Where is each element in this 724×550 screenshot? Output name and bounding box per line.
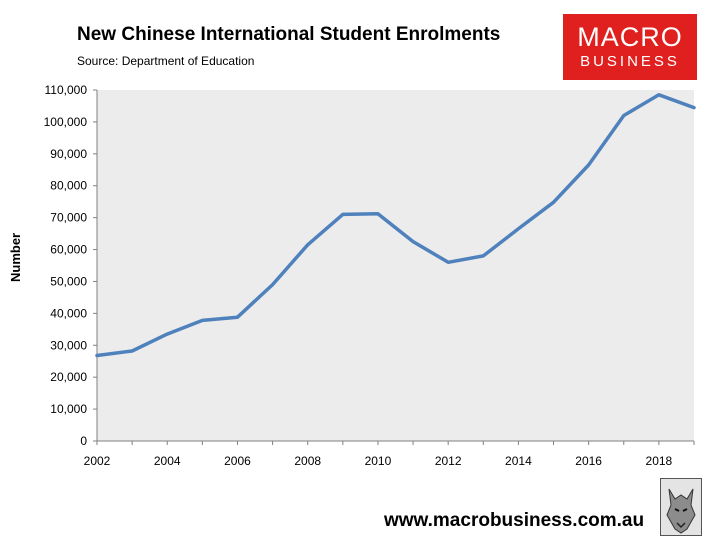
- macrobusiness-logo: MACRO BUSINESS: [563, 14, 697, 80]
- chart-title: New Chinese International Student Enrolm…: [77, 24, 501, 45]
- x-tick-label: 2002: [84, 454, 111, 468]
- x-tick-label: 2016: [575, 454, 602, 468]
- chart-source: Source: Department of Education: [77, 54, 255, 68]
- y-tick-label: 30,000: [50, 338, 87, 352]
- y-tick-label: 20,000: [50, 370, 87, 384]
- logo-text-business: BUSINESS: [580, 53, 680, 70]
- y-tick-label: 100,000: [44, 115, 88, 129]
- x-tick-label: 2006: [224, 454, 251, 468]
- wolf-icon: [660, 478, 702, 536]
- x-tick-label: 2018: [646, 454, 673, 468]
- y-tick-label: 40,000: [50, 306, 87, 320]
- y-tick-label: 10,000: [50, 402, 87, 416]
- x-tick-label: 2014: [505, 454, 532, 468]
- series-line-0: [95, 93, 696, 358]
- y-tick-label: 0: [80, 434, 87, 448]
- y-tick-label: 70,000: [50, 211, 87, 225]
- axes: [93, 89, 695, 445]
- y-tick-label: 90,000: [50, 147, 87, 161]
- website-url[interactable]: www.macrobusiness.com.au: [384, 510, 645, 531]
- x-tick-labels: 2002 2004 2006 2008 2010 2012 2014 2016 2018: [84, 454, 673, 468]
- x-tick-label: 2010: [365, 454, 392, 468]
- x-tick-label: 2012: [435, 454, 462, 468]
- y-tick-label: 50,000: [50, 274, 87, 288]
- y-tick-labels: 0 10,000 20,000 30,000 40,000 50,000 60,000 70,…: [44, 83, 88, 448]
- y-tick-label: 60,000: [50, 243, 87, 257]
- y-tick-label: 80,000: [50, 179, 87, 193]
- x-tick-label: 2008: [294, 454, 321, 468]
- y-tick-label: 110,000: [45, 83, 88, 97]
- logo-text-macro: MACRO: [577, 22, 683, 52]
- plot-area: [97, 90, 694, 441]
- series-group: [95, 93, 696, 358]
- x-tick-label: 2004: [154, 454, 181, 468]
